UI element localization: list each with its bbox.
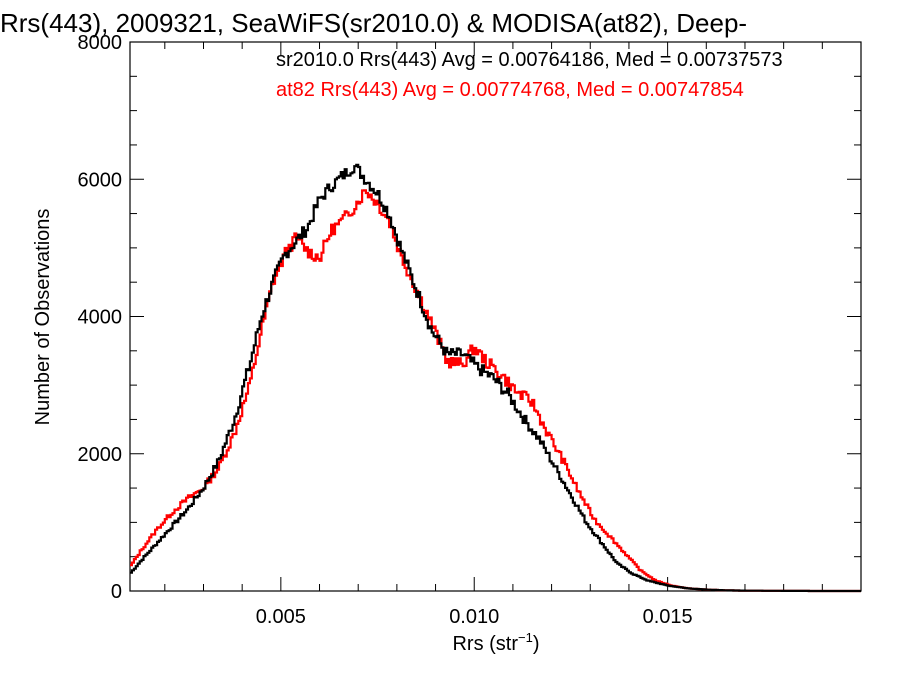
series-line-at82 — [130, 189, 861, 593]
x-axis-label: Rrs (str−1) — [452, 630, 539, 655]
chart-title: Rrs(443), 2009321, SeaWiFS(sr2010.0) & M… — [0, 8, 747, 38]
y-tick-label: 4000 — [78, 307, 123, 329]
legend-entry-at82: at82 Rrs(443) Avg = 0.00774768, Med = 0.… — [276, 79, 744, 101]
x-tick-label: 0.015 — [643, 606, 693, 628]
y-tick-label: 8000 — [78, 32, 123, 54]
series-layer — [130, 163, 861, 593]
y-tick-label: 6000 — [78, 169, 123, 191]
x-axis-label-main: Rrs (str — [452, 633, 518, 655]
y-axis-label: Number of Observations — [32, 209, 54, 426]
x-axis-label-end: ) — [533, 633, 540, 655]
plot-frame — [129, 41, 862, 592]
tick-labels: 0 2000 4000 6000 8000 0.005 0.010 0.015 — [78, 32, 693, 628]
legend-entry-sr2010: sr2010.0 Rrs(443) Avg = 0.00764186, Med … — [276, 49, 783, 71]
x-tick-label: 0.010 — [449, 606, 499, 628]
y-tick-label: 2000 — [78, 444, 123, 466]
axis-ticks — [130, 41, 861, 592]
series-line-sr20100 — [130, 163, 861, 593]
y-tick-label: 0 — [111, 581, 122, 603]
x-tick-label: 0.005 — [256, 606, 306, 628]
x-axis-label-superscript: −1 — [518, 630, 533, 645]
